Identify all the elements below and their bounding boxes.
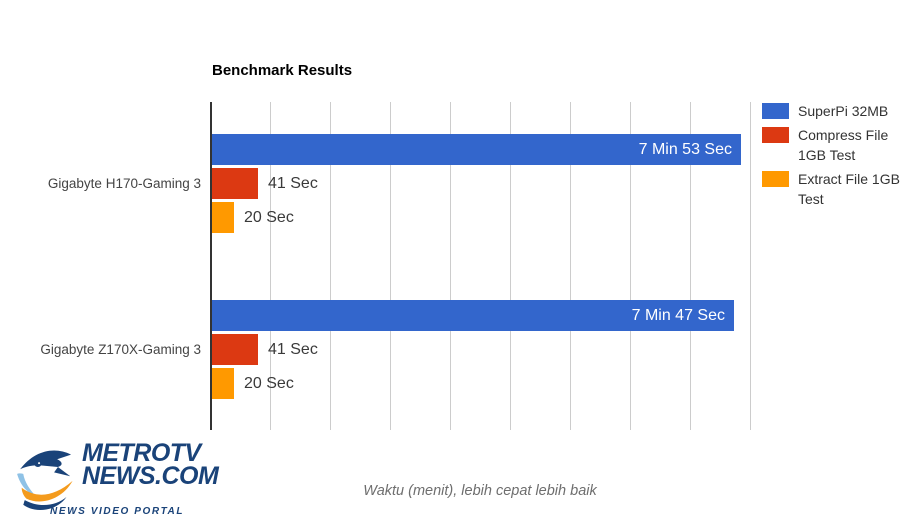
category-label: Gigabyte Z170X-Gaming 3 [40, 342, 201, 357]
x-gridline [570, 102, 571, 430]
legend-item: Compress File 1GB Test [762, 125, 912, 165]
x-axis-title: Waktu (menit), lebih cepat lebih baik [363, 483, 597, 499]
logo-wordmark: METROTV NEWS.COM [82, 439, 219, 490]
legend-swatch [762, 127, 789, 143]
x-gridline [270, 102, 271, 430]
x-gridline [510, 102, 511, 430]
legend-label: Extract File 1GB Test [798, 171, 900, 207]
legend-label: Compress File 1GB Test [798, 127, 889, 163]
category-label: Gigabyte H170-Gaming 3 [47, 176, 201, 191]
bar-superpi-1: 7 Min 53 Sec [212, 134, 741, 165]
y-axis-line [210, 102, 212, 430]
bar-value-label: 20 Sec [244, 375, 294, 392]
bar-compress-1 [212, 168, 258, 199]
x-gridline [450, 102, 451, 430]
logo-tagline: NEWS VIDEO PORTAL [50, 506, 185, 517]
eagle-icon [17, 450, 73, 511]
x-gridline [330, 102, 331, 430]
bar-value-label: 41 Sec [268, 175, 318, 192]
legend-swatch [762, 103, 789, 119]
logo-line2: NEWS.COM [82, 462, 219, 490]
x-gridline [390, 102, 391, 430]
bar-value-label: 20 Sec [244, 209, 294, 226]
chart-title: Benchmark Results [212, 62, 353, 79]
legend-swatch [762, 171, 789, 187]
logo-line1: METROTV [82, 439, 201, 467]
bar-extract-1 [212, 202, 234, 233]
bar-value-label: 7 Min 53 Sec [638, 140, 732, 158]
bar-value-label: 7 Min 47 Sec [631, 306, 725, 324]
x-gridline [750, 102, 751, 430]
bar-compress-2 [212, 334, 258, 365]
bar-value-label: 41 Sec [268, 341, 318, 358]
bar-extract-2 [212, 368, 234, 399]
x-gridline [630, 102, 631, 430]
bar-superpi-2: 7 Min 47 Sec [212, 300, 734, 331]
legend-item: Extract File 1GB Test [762, 169, 912, 209]
legend-item: SuperPi 32MB [762, 101, 912, 121]
plot-area: 7 Min 53 Sec 41 Sec 20 Sec 7 Min 47 Sec 41 S… [210, 102, 751, 430]
legend: SuperPi 32MB Compress File 1GB Test Extrac… [762, 101, 912, 213]
metrotvnews-logo: METROTV NEWS.COM NEWS VIDEO PORTAL [14, 436, 244, 526]
x-gridline [690, 102, 691, 430]
legend-label: SuperPi 32MB [798, 103, 889, 119]
